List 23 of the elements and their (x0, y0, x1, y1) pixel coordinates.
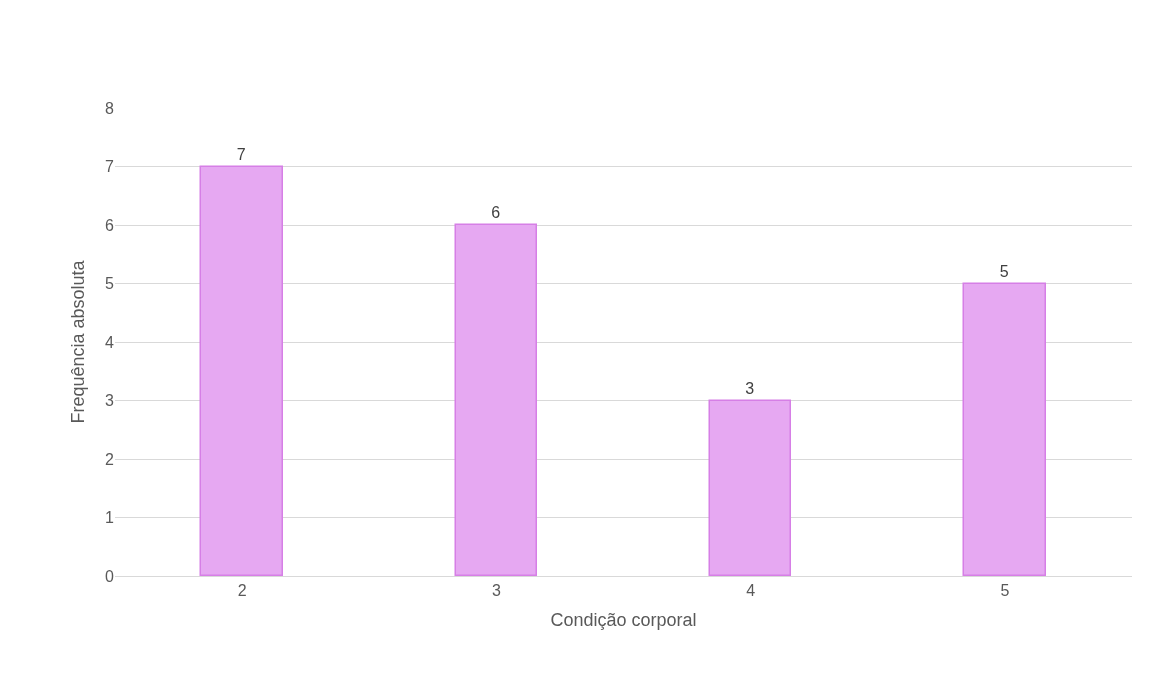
y-tick-label: 4 (105, 333, 115, 351)
bar (708, 399, 791, 576)
data-label: 3 (745, 380, 755, 398)
x-tick-label: 4 (746, 582, 756, 600)
bar (962, 282, 1046, 576)
bar (454, 223, 537, 576)
y-tick-label: 0 (105, 567, 115, 585)
x-tick-label: 3 (491, 582, 501, 600)
x-tick-label: 2 (237, 582, 247, 600)
y-tick-label: 2 (105, 450, 115, 468)
bar (199, 165, 283, 576)
y-axis-title: Frequência absoluta (68, 259, 89, 424)
data-label: 5 (999, 263, 1009, 281)
y-tick-label: 1 (105, 509, 115, 527)
data-label: 7 (236, 146, 246, 164)
y-tick-label: 5 (105, 275, 115, 293)
y-tick-label: 3 (105, 392, 115, 410)
x-axis-title: Condição corporal (550, 610, 697, 631)
y-tick-label: 7 (105, 158, 115, 176)
data-label: 6 (491, 204, 501, 222)
y-tick-label: 6 (105, 216, 115, 234)
x-tick-label: 5 (1000, 582, 1010, 600)
y-tick-label: 8 (105, 99, 115, 117)
